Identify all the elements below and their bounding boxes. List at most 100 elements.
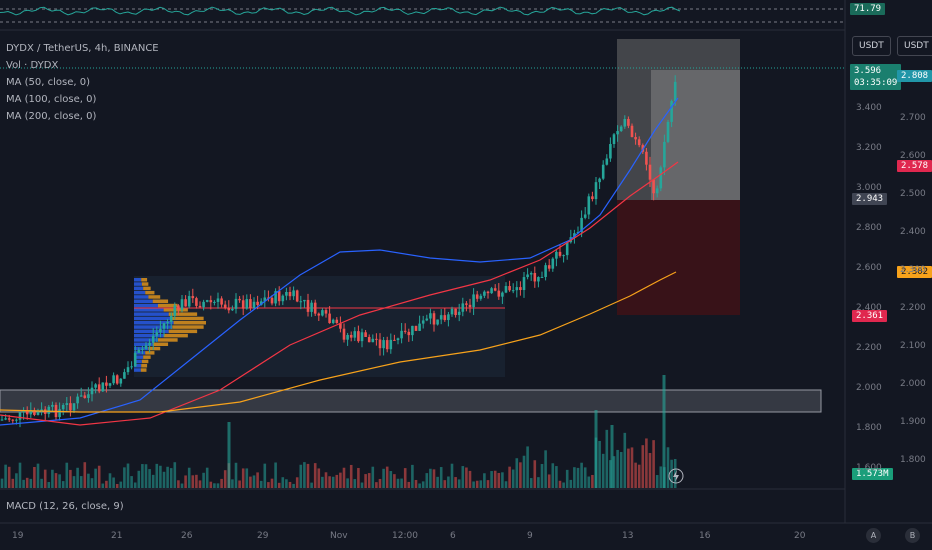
candle [450,308,454,315]
candle [396,338,400,341]
volume-bar [133,482,137,488]
scale-button-a[interactable]: A [866,528,881,543]
candle [547,265,551,269]
candle [472,294,475,308]
candle [526,274,529,278]
time-axis-label: 16 [699,531,711,541]
volume-bar [515,458,519,488]
volume-profile-bar [134,316,173,321]
volume-bar [619,452,623,488]
volume-bar [547,474,551,488]
volume-profile-bar [141,278,148,282]
candle [414,325,418,331]
candle [382,340,385,349]
scale-button-b[interactable]: B [905,528,920,543]
currency-button-right[interactable]: USDT [897,36,932,56]
volume-bar [29,478,33,488]
volume-bar [591,474,594,488]
candle [76,396,79,404]
candle [151,335,155,343]
volume-bar [364,474,367,488]
candle [439,315,443,320]
candle [594,182,598,200]
candle [627,119,630,126]
candle [465,303,468,305]
volume-bar [256,472,259,488]
volume-profile-bar [134,368,141,372]
volume-profile-bar [141,359,149,364]
candle [522,277,526,291]
volume-bar [33,466,36,488]
candle [256,301,259,305]
currency-button-left[interactable]: USDT [852,36,891,56]
candle [108,383,112,386]
macd-label[interactable]: MACD (12, 26, close, 9) [6,501,124,512]
volume-bar [151,474,155,488]
indicator-volume[interactable]: Vol · DYDX [6,60,59,71]
candle [65,403,69,405]
candle [126,367,130,373]
volume-bar [353,479,357,488]
candle [137,349,141,353]
candle [115,375,119,384]
volume-bar [15,473,18,488]
volume-bar [69,469,72,488]
candle [558,251,562,256]
candle [94,384,97,388]
volume-bar [335,474,339,488]
volume-profile-bar [134,325,173,329]
candle [263,297,267,302]
volume-bar [321,476,324,488]
indicator-ma200[interactable]: MA (200, close, 0) [6,111,97,122]
candle [483,291,486,296]
volume-bar [609,460,612,488]
volume-bar [432,469,436,488]
volume-bar [382,468,385,488]
candle [252,301,256,309]
volume-bar [4,464,7,488]
candle [69,403,72,411]
candle [173,305,177,316]
candle [331,319,335,324]
volume-bar [173,462,177,488]
volume-bar [555,466,558,488]
volume-bar [331,476,335,488]
candle [184,299,187,307]
price-tag-right-b: 2.578 [897,160,932,172]
candle [180,299,184,310]
volume-bar [144,464,148,488]
volume-bar [220,478,223,488]
indicator-ma50[interactable]: MA (50, close, 0) [6,77,91,88]
volume-bar [468,470,472,488]
volume-bar [389,471,393,488]
volume-bar [346,478,349,488]
candle [648,164,652,180]
volume-profile-bar [145,290,155,295]
volume-bar [25,477,29,488]
candle [321,310,324,316]
volume-profile-bar [134,321,174,325]
candle [90,387,94,395]
symbol-title[interactable]: DYDX / TetherUS, 4h, BINANCE [6,43,159,54]
candle [497,290,501,297]
volume-bar [411,464,414,488]
volume-bar [526,446,529,488]
candle [87,394,90,398]
last-price: 3.596 [854,66,882,76]
candle [11,419,15,421]
volume-bar [213,483,216,488]
volume-bar [601,453,605,488]
indicator-ma100[interactable]: MA (100, close, 0) [6,94,97,105]
volume-bar [155,463,159,488]
volume-bar [450,463,454,488]
candle [605,158,609,165]
volume-bar [90,478,94,488]
candle [389,339,393,350]
volume-bar [371,466,375,488]
left-axis-tick: 2.400 [856,303,882,313]
candle [418,323,421,331]
volume-bar [303,462,306,488]
volume-bar [486,480,490,488]
